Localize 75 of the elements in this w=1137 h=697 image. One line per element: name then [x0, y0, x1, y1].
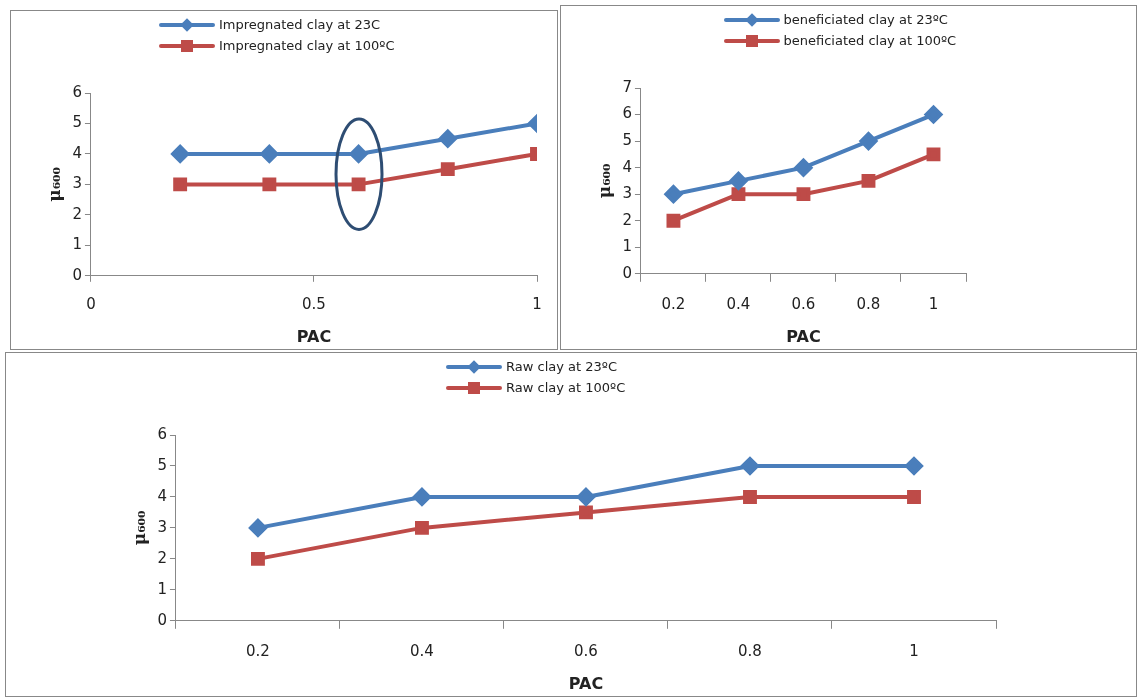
- legend-label: beneficiated clay at 23ºC: [783, 12, 948, 27]
- point: [924, 105, 943, 124]
- point: [904, 456, 923, 475]
- point: [440, 162, 455, 177]
- point: [415, 520, 429, 535]
- point: [171, 144, 190, 163]
- point: [740, 456, 759, 475]
- x-tick-label: 0.6: [791, 294, 816, 313]
- point: [260, 144, 279, 163]
- legend-label: Impregnated clay at 100ºC: [219, 38, 395, 53]
- x-tick-label: 0.2: [661, 294, 686, 313]
- x-axis-title: PAC: [786, 326, 821, 346]
- x-tick-label: 0.8: [856, 294, 881, 313]
- x-axis-title: PAC: [296, 326, 332, 346]
- y-tick-label: 6: [622, 104, 632, 123]
- x-tick-label: 0.4: [410, 641, 434, 660]
- y-tick-label: 3: [622, 184, 632, 203]
- y-tick-label: 4: [622, 157, 632, 176]
- point: [861, 173, 876, 188]
- point: [173, 177, 188, 192]
- y-tick-label: 2: [157, 548, 167, 567]
- y-tick-label: 0: [622, 263, 632, 282]
- point: [248, 518, 267, 537]
- point: [664, 185, 683, 204]
- y-tick-label: 0: [157, 610, 167, 629]
- y-tick-label: 4: [157, 486, 167, 505]
- legend-label: Raw clay at 100ºC: [506, 380, 626, 395]
- point: [576, 487, 595, 506]
- y-tick-label: 0: [72, 265, 82, 284]
- y-tick-label: 5: [157, 455, 167, 474]
- x-tick-label: 0: [86, 294, 96, 313]
- point: [438, 129, 457, 148]
- x-tick-label: 0.5: [302, 294, 326, 313]
- point: [251, 551, 265, 566]
- point: [351, 177, 366, 192]
- x-tick-label: 0.2: [246, 641, 270, 660]
- y-tick-label: 5: [72, 113, 82, 132]
- point: [349, 144, 368, 163]
- x-tick-label: 0.4: [726, 294, 751, 313]
- y-tick-label: 1: [157, 579, 167, 598]
- point: [794, 158, 813, 177]
- y-tick-label: 1: [622, 237, 632, 256]
- point: [729, 171, 748, 190]
- y-tick-label: 7: [622, 77, 632, 96]
- y-tick-label: 3: [157, 517, 167, 536]
- y-tick-label: 2: [622, 210, 632, 229]
- point: [796, 187, 811, 202]
- x-tick-label: 0.8: [738, 641, 762, 660]
- point: [907, 489, 921, 504]
- y-tick-label: 1: [72, 235, 82, 254]
- point: [412, 487, 431, 506]
- y-tick-label: 5: [622, 130, 632, 149]
- y-axis-title: μ₆₀₀: [128, 510, 149, 546]
- legend-label: Impregnated clay at 23C: [219, 17, 381, 32]
- y-tick-label: 6: [157, 424, 167, 443]
- y-tick-label: 6: [72, 82, 82, 101]
- x-axis-title: PAC: [568, 673, 604, 693]
- x-tick-label: 1: [928, 294, 939, 313]
- x-tick-label: 1: [909, 641, 919, 660]
- point: [579, 505, 593, 520]
- y-tick-label: 3: [72, 174, 82, 193]
- point: [666, 213, 681, 228]
- point: [743, 489, 757, 504]
- point: [926, 147, 941, 162]
- legend-label: beneficiated clay at 100ºC: [783, 33, 957, 48]
- y-tick-label: 4: [72, 143, 82, 162]
- y-axis-title: μ₆₀₀: [43, 167, 64, 202]
- y-tick-label: 2: [72, 204, 82, 223]
- point: [262, 177, 277, 192]
- x-tick-label: 1: [532, 294, 542, 313]
- y-axis-title: μ₆₀₀: [593, 163, 614, 199]
- point: [859, 132, 878, 151]
- legend-label: Raw clay at 23ºC: [506, 359, 617, 374]
- point: [731, 187, 746, 202]
- x-tick-label: 0.6: [574, 641, 598, 660]
